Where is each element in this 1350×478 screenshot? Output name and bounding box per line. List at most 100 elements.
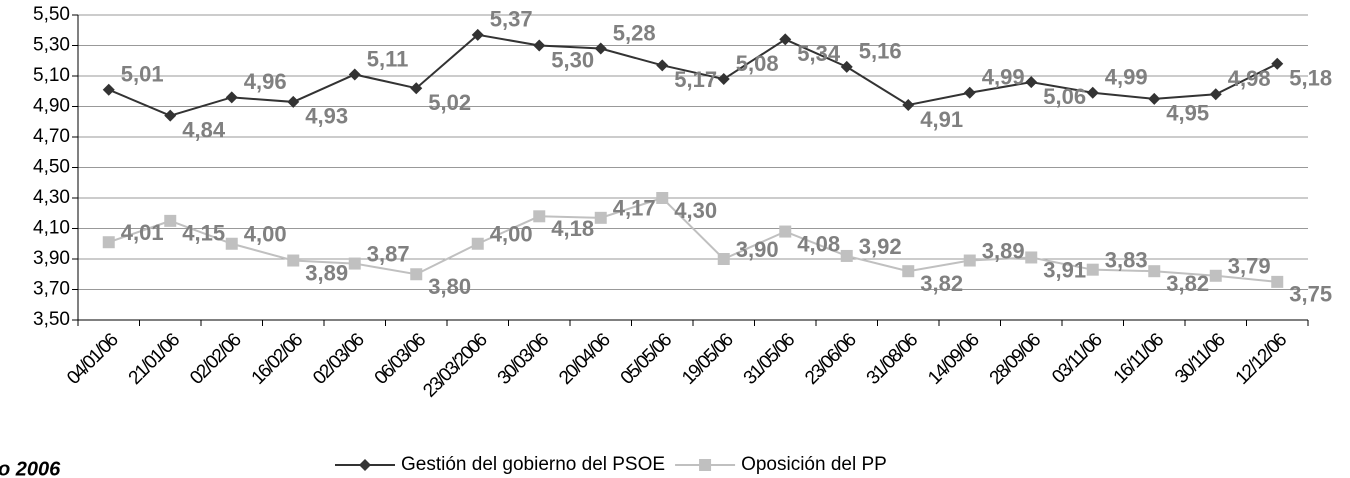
data-label: 4,18 xyxy=(551,216,594,241)
x-tick-label: 14/09/06 xyxy=(924,330,983,389)
y-tick-label: 4,50 xyxy=(33,157,70,178)
data-label: 5,37 xyxy=(490,7,533,32)
data-label: 5,17 xyxy=(674,67,717,92)
marker xyxy=(1086,263,1099,276)
marker xyxy=(963,86,976,99)
x-tick-label: 06/03/06 xyxy=(371,330,430,389)
y-tick-label: 4,30 xyxy=(33,187,70,208)
marker xyxy=(1025,76,1038,89)
data-label: 3,75 xyxy=(1289,282,1332,307)
marker xyxy=(410,82,423,95)
marker xyxy=(717,253,730,265)
data-label: 5,16 xyxy=(859,39,902,64)
y-tick-label: 3,70 xyxy=(33,279,70,300)
x-tick-label: 28/09/06 xyxy=(986,330,1045,389)
marker xyxy=(225,237,238,250)
marker xyxy=(779,33,792,46)
legend-label: Oposición del PP xyxy=(741,454,887,475)
marker xyxy=(594,42,607,55)
marker xyxy=(717,73,730,86)
marker xyxy=(287,254,300,267)
data-label: 4,01 xyxy=(121,220,164,245)
x-tick-label: 02/03/06 xyxy=(309,330,368,389)
footnote: o 2006 xyxy=(0,458,61,478)
legend-marker xyxy=(359,459,371,471)
data-label: 4,96 xyxy=(244,69,287,94)
x-tick-label: 12/12/06 xyxy=(1232,330,1291,389)
data-label: 3,92 xyxy=(859,234,902,259)
data-label: 5,30 xyxy=(551,47,594,72)
data-label: 4,17 xyxy=(613,196,656,221)
y-tick-label: 5,10 xyxy=(33,65,70,86)
marker xyxy=(164,214,177,227)
data-label: 4,00 xyxy=(490,222,533,247)
marker xyxy=(1148,92,1161,105)
data-label: 5,08 xyxy=(736,51,779,76)
x-tick-label: 23/03/2006 xyxy=(419,330,491,402)
x-tick-label: 19/05/06 xyxy=(678,330,737,389)
marker xyxy=(471,237,484,250)
series-line xyxy=(108,33,1278,117)
data-label: 5,18 xyxy=(1289,66,1332,91)
marker xyxy=(1271,57,1284,70)
data-label: 3,91 xyxy=(1043,257,1086,282)
data-label: 4,00 xyxy=(244,222,287,247)
data-label: 3,89 xyxy=(305,260,348,285)
data-label: 3,89 xyxy=(982,238,1025,263)
y-tick-label: 5,30 xyxy=(33,35,70,56)
marker xyxy=(471,28,484,41)
data-label: 3,87 xyxy=(367,241,410,266)
x-tick-label: 04/01/06 xyxy=(63,330,122,389)
data-label: 4,30 xyxy=(674,198,717,223)
legend-label: Gestión del gobierno del PSOE xyxy=(401,454,665,475)
data-label: 4,99 xyxy=(1105,65,1148,90)
data-label: 4,93 xyxy=(305,104,348,129)
y-tick-label: 4,70 xyxy=(33,126,70,147)
marker xyxy=(533,39,546,52)
y-tick-label: 4,10 xyxy=(33,218,70,239)
x-tick-label: 16/02/06 xyxy=(248,330,307,389)
data-label: 5,02 xyxy=(428,90,471,115)
marker xyxy=(840,60,853,73)
marker xyxy=(1025,251,1038,264)
marker xyxy=(287,95,300,108)
y-tick-label: 3,90 xyxy=(33,248,70,269)
marker xyxy=(1271,275,1284,288)
data-label: 5,06 xyxy=(1043,84,1086,109)
data-label: 4,08 xyxy=(797,231,840,256)
marker xyxy=(656,59,669,72)
data-label: 3,82 xyxy=(1166,271,1209,296)
y-tick-label: 5,50 xyxy=(33,4,70,25)
x-tick-label: 02/02/06 xyxy=(186,330,245,389)
marker xyxy=(1209,269,1222,282)
marker xyxy=(902,98,915,111)
data-label: 3,90 xyxy=(736,237,779,262)
marker xyxy=(1148,265,1161,278)
marker xyxy=(533,210,546,223)
legend-marker xyxy=(699,459,712,471)
x-tick-label: 20/04/06 xyxy=(555,330,614,389)
marker xyxy=(1209,88,1222,101)
data-label: 3,80 xyxy=(428,274,471,299)
data-label: 4,84 xyxy=(182,117,226,142)
x-tick-label: 30/11/06 xyxy=(1171,330,1229,388)
marker xyxy=(102,236,115,249)
marker xyxy=(840,249,853,262)
marker xyxy=(656,192,669,204)
marker xyxy=(348,257,361,270)
x-tick-label: 05/05/06 xyxy=(617,330,676,389)
marker xyxy=(963,254,976,267)
marker xyxy=(348,68,361,81)
data-label: 3,79 xyxy=(1228,254,1271,279)
x-tick-label: 31/05/06 xyxy=(740,330,799,389)
x-tick-label: 03/11/06 xyxy=(1048,330,1106,388)
marker xyxy=(902,265,915,278)
marker xyxy=(410,268,423,281)
marker xyxy=(225,91,238,104)
marker xyxy=(102,83,115,96)
data-label: 5,34 xyxy=(797,41,841,66)
x-tick-label: 21/01/06 xyxy=(125,330,184,389)
series-line xyxy=(108,196,1278,283)
data-label: 4,98 xyxy=(1228,66,1271,91)
